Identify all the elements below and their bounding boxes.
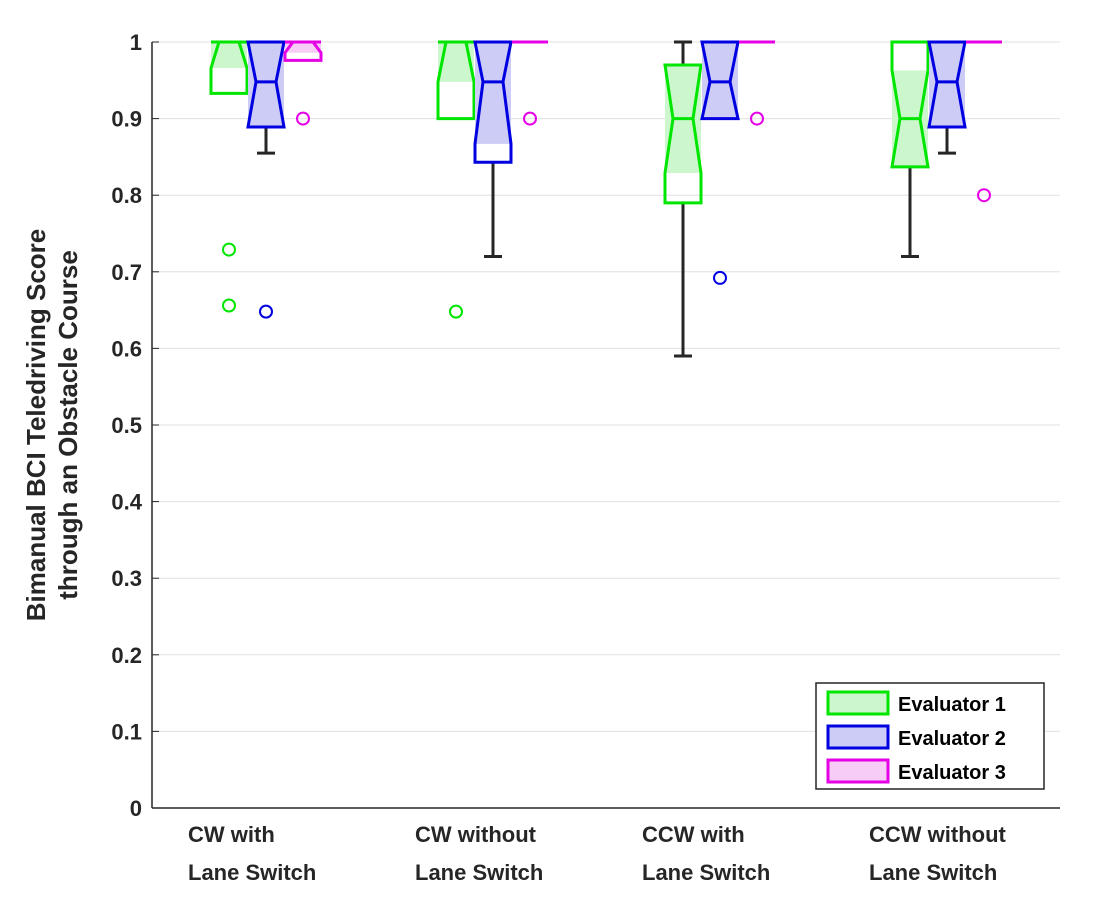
- y-tick-label: 0.8: [111, 183, 142, 208]
- box-evaluator-2-group-4: [927, 40, 967, 155]
- y-tick-label: 0.9: [111, 107, 142, 132]
- y-tick-label: 0.2: [111, 643, 142, 668]
- box-evaluator-1-group-3: [663, 40, 703, 358]
- box-evaluator-3-group-2: [512, 40, 548, 126]
- y-tick-label: 0.1: [111, 719, 142, 744]
- outlier-point: [449, 304, 463, 319]
- outlier-point: [977, 188, 991, 203]
- legend-swatch: [826, 690, 890, 716]
- notch-fill: [248, 42, 284, 128]
- y-tick-label: 0: [130, 796, 142, 821]
- y-tick-label: 0.4: [111, 490, 142, 515]
- notch-fill: [702, 42, 738, 119]
- boxes: [209, 40, 1002, 358]
- outlier-point: [259, 304, 273, 319]
- y-tick-label: 0.5: [111, 413, 142, 438]
- category-label: CCW without: [869, 822, 1007, 847]
- box-evaluator-1-group-2: [436, 40, 476, 319]
- box-outline: [436, 40, 476, 121]
- box-outline: [283, 40, 323, 62]
- box-evaluator-2-group-3: [700, 40, 740, 285]
- box-evaluator-3-group-3: [739, 40, 775, 126]
- legend-label: Evaluator 3: [898, 762, 1006, 784]
- legend-label: Evaluator 1: [898, 694, 1006, 716]
- category-label: CW with: [188, 822, 275, 847]
- outlier-point: [222, 242, 236, 257]
- axis-labels: Bimanual BCI Teledriving Score through a…: [21, 229, 83, 622]
- category-label: Lane Switch: [869, 860, 997, 885]
- box-outline: [209, 40, 249, 95]
- box-outline: [890, 40, 930, 169]
- outlier-point: [222, 298, 236, 313]
- y-tick-label: 0.6: [111, 336, 142, 361]
- y-tick-label: 1: [130, 30, 142, 55]
- axes: 0 0.1 0.2 0.3 0.4 0.5 0.6 0.7 0.8 0.9 1 CW with Lane…: [111, 30, 1060, 885]
- outlier-point: [523, 111, 537, 126]
- box-evaluator-2-group-1: [246, 40, 286, 319]
- legend-swatch: [826, 724, 890, 750]
- outlier-point: [750, 111, 764, 126]
- box-evaluator-3-group-4: [966, 40, 1002, 203]
- legend-swatch: [826, 758, 890, 784]
- category-label: CCW with: [642, 822, 745, 847]
- notch-fill: [929, 42, 965, 128]
- box-evaluator-2-group-2: [473, 40, 513, 258]
- category-label: CW without: [415, 822, 537, 847]
- y-axis-label-line-2: through an Obstacle Course: [53, 250, 83, 600]
- box-outline: [663, 63, 703, 205]
- outlier-point: [296, 111, 310, 126]
- box-outline: [473, 40, 513, 164]
- category-label: Lane Switch: [642, 860, 770, 885]
- box-evaluator-3-group-1: [283, 40, 323, 126]
- box-evaluator-1-group-1: [209, 40, 249, 313]
- notch-fill: [285, 42, 321, 53]
- legend-label: Evaluator 2: [898, 728, 1006, 750]
- y-tick-label: 0.7: [111, 260, 142, 285]
- category-label: Lane Switch: [415, 860, 543, 885]
- box-evaluator-1-group-4: [890, 40, 930, 258]
- y-tick-label: 0.3: [111, 566, 142, 591]
- legend: Evaluator 1 Evaluator 2 Evaluator 3: [815, 682, 1045, 790]
- outlier-point: [713, 270, 727, 285]
- category-label: Lane Switch: [188, 860, 316, 885]
- y-axis-label-line-1: Bimanual BCI Teledriving Score: [21, 229, 51, 622]
